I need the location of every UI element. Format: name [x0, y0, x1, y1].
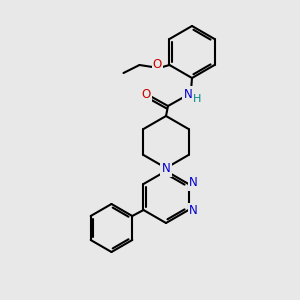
- Text: N: N: [162, 163, 170, 176]
- Text: N: N: [189, 205, 198, 218]
- Text: O: O: [141, 88, 151, 100]
- Text: N: N: [184, 88, 192, 100]
- Text: N: N: [189, 176, 198, 190]
- Text: O: O: [153, 58, 162, 71]
- Text: H: H: [193, 94, 201, 104]
